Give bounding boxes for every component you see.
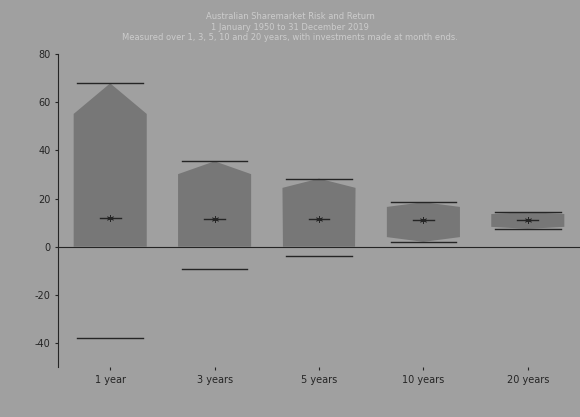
Polygon shape bbox=[74, 83, 147, 338]
Polygon shape bbox=[178, 161, 251, 247]
Polygon shape bbox=[491, 212, 564, 229]
Polygon shape bbox=[74, 83, 147, 247]
Polygon shape bbox=[387, 202, 460, 242]
Polygon shape bbox=[282, 178, 356, 247]
Polygon shape bbox=[178, 161, 251, 269]
Text: Australian Sharemarket Risk and Return
1 January 1950 to 31 December 2019
Measur: Australian Sharemarket Risk and Return 1… bbox=[122, 12, 458, 42]
Polygon shape bbox=[282, 178, 356, 256]
Polygon shape bbox=[491, 212, 564, 229]
Polygon shape bbox=[387, 202, 460, 242]
